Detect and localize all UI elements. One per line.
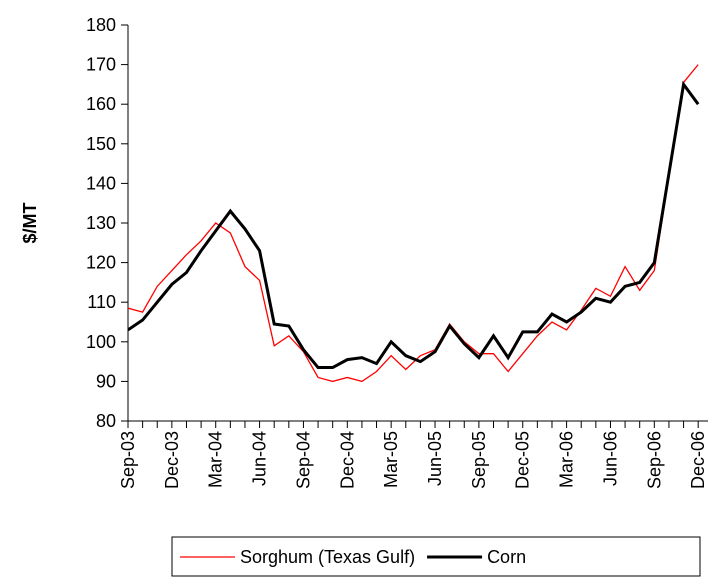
y-tick-label: 140 bbox=[86, 173, 116, 193]
y-tick-label: 120 bbox=[86, 253, 116, 273]
series-line bbox=[128, 64, 699, 383]
y-tick-label: 130 bbox=[86, 213, 116, 233]
x-tick-label: Sep-04 bbox=[293, 431, 313, 489]
y-tick-label: 80 bbox=[96, 411, 116, 431]
x-tick-label: Sep-05 bbox=[469, 431, 489, 489]
x-tick-label: Mar-06 bbox=[557, 431, 577, 488]
x-tick-label: Mar-04 bbox=[206, 431, 226, 488]
x-tick-label: Jun-05 bbox=[425, 431, 445, 486]
x-tick-label: Mar-05 bbox=[381, 431, 401, 488]
legend-label: Sorghum (Texas Gulf) bbox=[240, 547, 415, 567]
y-tick-label: 180 bbox=[86, 15, 116, 35]
x-tick-label: Sep-03 bbox=[118, 431, 138, 489]
y-tick-label: 110 bbox=[87, 292, 116, 312]
legend-label: Corn bbox=[487, 547, 526, 567]
y-tick-label: 100 bbox=[86, 332, 116, 352]
y-tick-label: 170 bbox=[86, 55, 116, 75]
x-tick-label: Dec-06 bbox=[688, 431, 708, 489]
x-tick-label: Dec-05 bbox=[513, 431, 533, 489]
series-line bbox=[128, 80, 700, 370]
y-tick-label: 150 bbox=[86, 134, 116, 154]
x-tick-label: Jun-04 bbox=[250, 431, 270, 486]
y-axis-label: $/MT bbox=[20, 202, 40, 243]
y-tick-label: 160 bbox=[86, 94, 116, 114]
x-tick-label: Dec-04 bbox=[337, 431, 357, 489]
x-tick-label: Jun-06 bbox=[600, 431, 620, 486]
x-tick-label: Dec-03 bbox=[162, 431, 182, 489]
y-tick-label: 90 bbox=[96, 371, 116, 391]
x-tick-label: Sep-06 bbox=[644, 431, 664, 489]
